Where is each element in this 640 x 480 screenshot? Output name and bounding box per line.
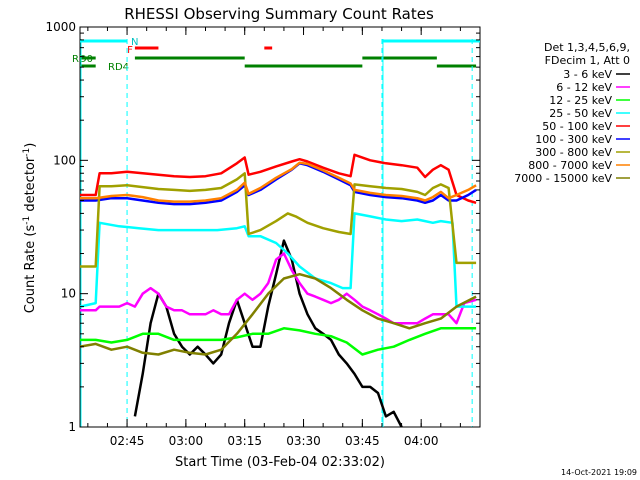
x-tick-label: 02:45	[110, 434, 145, 448]
y-axis-label-mid: detector	[23, 156, 38, 216]
series-line-0	[133, 239, 403, 427]
flag-label-rd0: RD0	[72, 54, 93, 65]
series-line-8	[80, 272, 477, 356]
flag-bars: NF RD0 RD4	[72, 37, 480, 73]
x-axis-ticks: 02:45 03:00 03:15 03:30 03:45 04:00	[87, 27, 481, 448]
legend-entry-label: 50 - 100 keV	[542, 120, 612, 133]
legend-entry-label: 6 - 12 keV	[556, 81, 612, 94]
x-tick-label: 03:15	[227, 434, 262, 448]
legend-entry-label: 300 - 800 keV	[535, 146, 612, 159]
legend-entry-label: 12 - 25 keV	[549, 94, 612, 107]
y-tick-label: 1	[68, 420, 76, 434]
legend: Det 1,3,4,5,6,9, FDecim 1, Att 0 3 - 6 k…	[514, 41, 630, 185]
series-line-1	[80, 252, 477, 325]
series-line-6	[80, 172, 477, 268]
legend-entry-label: 3 - 6 keV	[563, 68, 612, 81]
x-axis-label: Start Time (03-Feb-04 02:33:02)	[175, 455, 385, 470]
chart-title: RHESSI Observing Summary Count Rates	[124, 5, 434, 23]
x-tick-label: 03:45	[345, 434, 380, 448]
y-axis-label-main: Count Rate (s	[23, 225, 38, 314]
legend-entry-label: 100 - 300 keV	[535, 133, 612, 146]
legend-entry-label: 25 - 50 keV	[549, 107, 612, 120]
flag-label-f: F	[127, 45, 133, 56]
x-tick-label: 04:00	[404, 434, 439, 448]
y-axis-label: Count Rate (s-1 detector-1)	[22, 143, 38, 314]
y-tick-label: 100	[53, 153, 76, 167]
series-line-7	[80, 161, 477, 203]
y-tick-label: 1000	[45, 20, 76, 34]
series-line-3	[80, 212, 477, 308]
y-tick-label: 10	[61, 287, 76, 301]
y-axis-label-sup: -1	[22, 216, 32, 225]
series-line-4	[80, 153, 477, 205]
legend-entry-label: 7000 - 15000 keV	[514, 172, 612, 185]
y-axis-label-end: )	[23, 143, 38, 148]
y-axis-label-sup2: -1	[22, 148, 32, 157]
legend-header-line-2: FDecim 1, Att 0	[545, 54, 630, 67]
x-tick-label: 03:30	[286, 434, 321, 448]
footer-timestamp: 14-Oct-2021 19:09	[561, 468, 637, 477]
legend-entry-label: 800 - 7000 keV	[528, 159, 612, 172]
series-line-2	[80, 327, 477, 356]
flag-label-n: N	[131, 37, 138, 48]
series-lines	[80, 153, 477, 427]
y-axis-ticks: 1 10 100 1000	[45, 20, 480, 434]
vertical-markers	[80, 39, 473, 427]
legend-header-line-1: Det 1,3,4,5,6,9,	[544, 41, 630, 54]
flag-label-rd4: RD4	[108, 62, 129, 73]
x-tick-label: 03:00	[169, 434, 204, 448]
plot-frame	[79, 26, 481, 428]
